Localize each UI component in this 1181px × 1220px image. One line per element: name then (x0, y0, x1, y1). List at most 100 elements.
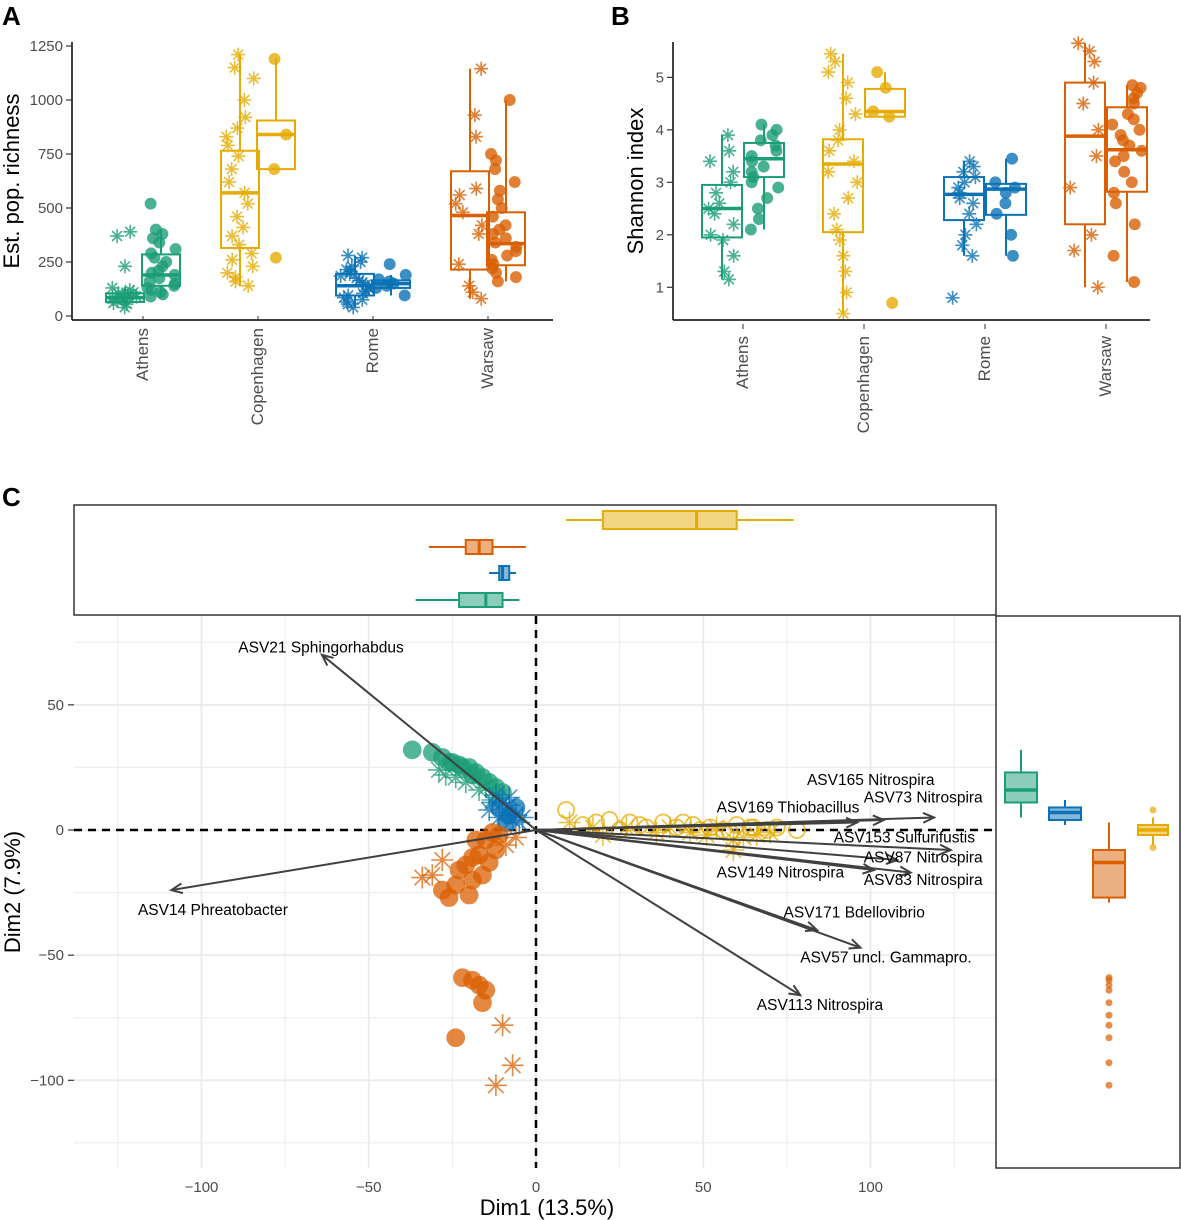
x-tick-label: Warsaw (1096, 335, 1115, 396)
score-point (557, 801, 576, 819)
data-point (1086, 75, 1101, 90)
score-point (454, 771, 477, 794)
data-point (1109, 155, 1121, 168)
marginal-x-copenhagen (566, 510, 794, 530)
data-point (703, 154, 717, 169)
data-point (126, 285, 141, 300)
data-point (769, 139, 782, 152)
data-point (346, 300, 361, 315)
data-point (355, 250, 370, 265)
panel-c-x-title: Dim1 (13.5%) (480, 1195, 614, 1220)
loading-arrow (535, 816, 860, 831)
data-point (467, 108, 482, 123)
data-point (744, 223, 757, 236)
panel-c-chart: C ASV21 Sphingorhabdus ASV14 Phreatobacte… (0, 482, 1181, 1220)
data-point (144, 197, 157, 210)
y-tick-label: 3 (656, 174, 664, 191)
data-point (879, 81, 892, 94)
score-point (678, 821, 701, 844)
score-point (484, 1074, 507, 1097)
score-point (463, 870, 482, 890)
data-point (836, 248, 851, 263)
loading-label: ASV21 Sphingorhabdus (238, 639, 404, 656)
data-point (509, 271, 522, 284)
score-point (428, 758, 450, 781)
loading-arrow-head (922, 812, 937, 824)
data-point (720, 128, 735, 143)
x-tick-label: Copenhagen (248, 328, 267, 425)
score-point (474, 776, 497, 799)
score-point (558, 811, 581, 834)
score-point (732, 826, 755, 849)
marginal-x-athens (415, 592, 520, 608)
data-point (751, 202, 764, 215)
data-point (227, 60, 242, 75)
data-point (965, 248, 980, 263)
data-point (1067, 243, 1082, 258)
data-point (268, 53, 281, 65)
score-point (506, 798, 526, 817)
data-point (832, 233, 847, 247)
data-point (238, 110, 253, 125)
data-point (726, 248, 741, 263)
data-point (968, 170, 983, 185)
data-point (222, 175, 237, 190)
data-point (236, 220, 251, 235)
data-point (1135, 144, 1148, 157)
data-point (383, 258, 396, 271)
box-warsaw-star (448, 61, 490, 306)
outlier-point (1105, 986, 1113, 994)
score-point (444, 766, 467, 789)
loading-label: ASV83 Nitrospira (864, 872, 983, 889)
data-point (1128, 218, 1141, 231)
box-rome-circle (370, 258, 412, 302)
score-point (431, 849, 454, 871)
data-point (474, 61, 489, 76)
score-point (439, 888, 459, 907)
data-point (951, 180, 966, 195)
data-point (149, 223, 162, 236)
score-point (504, 826, 527, 849)
data-point (722, 143, 737, 158)
score-point (705, 816, 728, 839)
data-point (848, 107, 863, 122)
panel-c-y-title: Dim2 (7.9%) (0, 831, 25, 953)
data-point (717, 264, 732, 279)
data-point (465, 285, 480, 300)
data-point (707, 206, 722, 221)
data-point (721, 272, 736, 287)
outlier-point (1105, 1011, 1113, 1019)
data-point (1090, 280, 1105, 295)
y-tick-label: 1 (656, 279, 664, 296)
data-point (398, 289, 411, 302)
data-point (726, 164, 741, 179)
box-copenhagen-box (822, 138, 864, 234)
data-point (1106, 118, 1119, 131)
data-point (703, 227, 718, 242)
box-copenhagen-star (821, 46, 865, 321)
outlier-point (1105, 999, 1113, 1007)
data-point (850, 175, 865, 190)
score-point (630, 816, 649, 834)
data-point (962, 206, 977, 221)
panel-c-label: C (2, 482, 21, 512)
data-point (823, 46, 838, 61)
data-point (485, 148, 497, 160)
loading-arrow-head (168, 882, 184, 895)
data-point (990, 207, 1003, 220)
data-point (105, 280, 120, 295)
loading-arrow-shaft (535, 829, 951, 852)
score-point (468, 779, 491, 801)
marginal-x-copenhagen-box (601, 510, 738, 530)
score-point (610, 821, 629, 839)
data-point (455, 205, 470, 220)
data-point (269, 251, 282, 264)
marginal-y-warsaw (1092, 822, 1126, 1089)
box-copenhagen-box (220, 149, 260, 249)
outlier-point (1149, 806, 1157, 814)
data-point (474, 291, 489, 306)
data-point (999, 197, 1012, 210)
data-point (840, 75, 855, 90)
data-point (1107, 249, 1120, 262)
score-point (402, 740, 422, 760)
